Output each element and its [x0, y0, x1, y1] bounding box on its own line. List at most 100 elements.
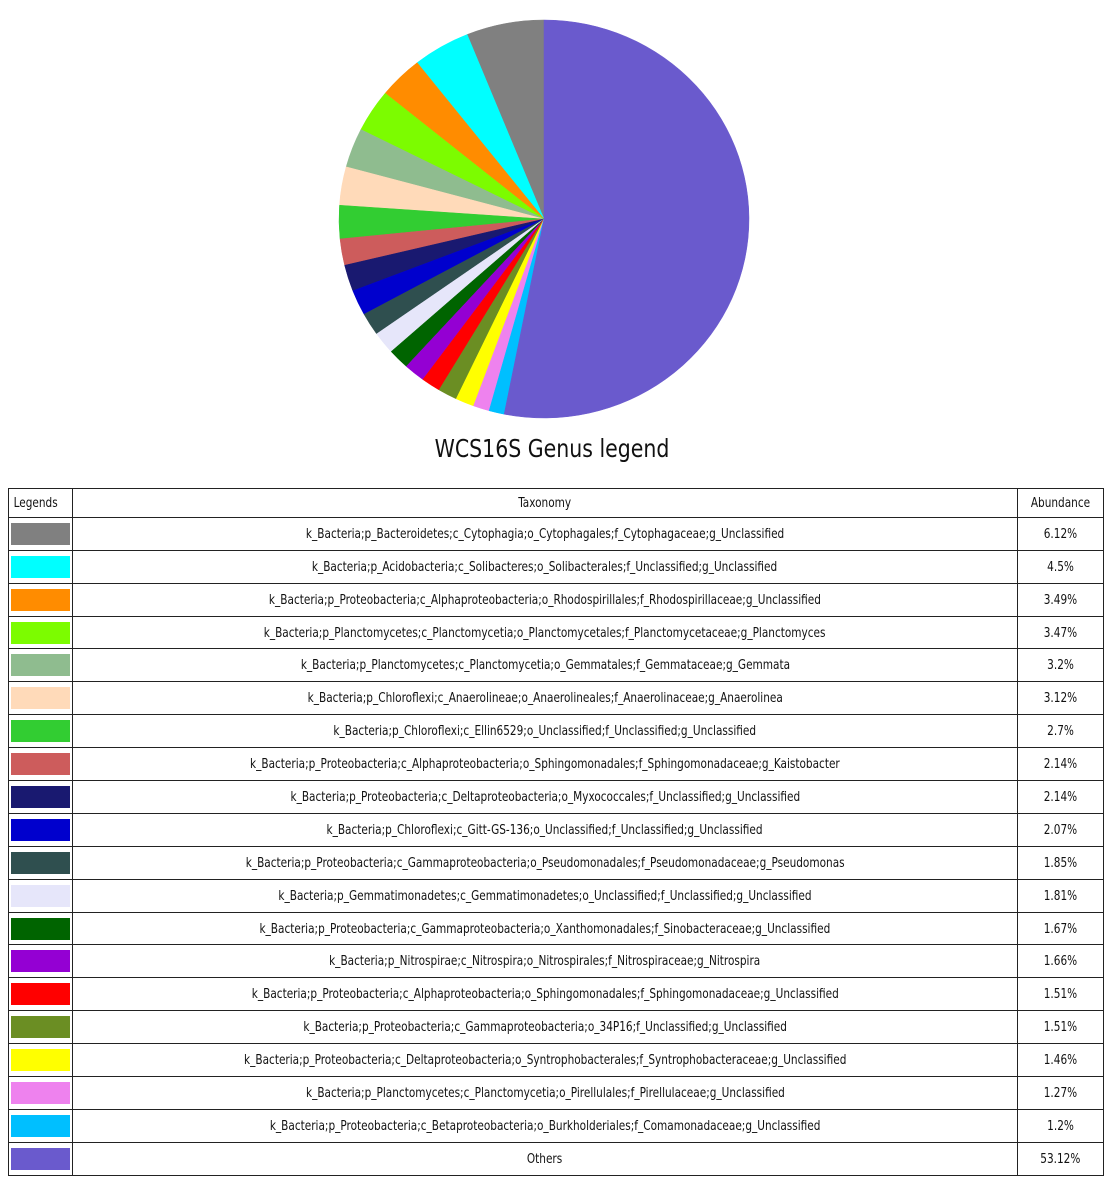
legend-swatch — [11, 1016, 70, 1039]
legend-row: k_Bacteria;p_Planctomycetes;c_Planctomyc… — [8, 648, 1104, 683]
legend-swatch-cell — [8, 549, 73, 584]
legend-swatch-cell — [8, 812, 73, 847]
legend-swatch — [11, 950, 70, 973]
legend-swatch — [11, 1114, 70, 1137]
legend-taxonomy: k_Bacteria;p_Acidobacteria;c_Solibactere… — [72, 549, 1018, 584]
legend-swatch-cell — [8, 944, 73, 979]
legend-swatch — [11, 753, 70, 776]
legend-abundance: 53.12% — [1017, 1141, 1104, 1176]
legend-swatch-cell — [8, 681, 73, 716]
legend-row: k_Bacteria;p_Gemmatimonadetes;c_Gemmatim… — [8, 878, 1104, 913]
legend-abundance: 1.27% — [1017, 1076, 1104, 1110]
legend-body: k_Bacteria;p_Bacteroidetes;c_Cytophagia;… — [8, 516, 1104, 1176]
legend-row: k_Bacteria;p_Proteobacteria;c_Gammaprote… — [8, 845, 1104, 880]
legend-abundance: 2.14% — [1017, 780, 1104, 814]
legend-taxonomy: k_Bacteria;p_Chloroflexi;c_Gitt-GS-136;o… — [72, 812, 1018, 847]
legend-swatch — [11, 588, 70, 611]
legend-taxonomy: k_Bacteria;p_Planctomycetes;c_Planctomyc… — [72, 615, 1018, 650]
legend-abundance: 3.49% — [1017, 582, 1104, 617]
legend-row: k_Bacteria;p_Acidobacteria;c_Solibactere… — [8, 549, 1104, 584]
legend-abundance: 3.2% — [1017, 648, 1104, 683]
legend-taxonomy: k_Bacteria;p_Proteobacteria;c_Gammaprote… — [72, 845, 1018, 880]
legend-swatch-cell — [8, 648, 73, 683]
legend-swatch-cell — [8, 1076, 73, 1110]
legend-swatch — [11, 654, 70, 677]
legend-swatch-cell — [8, 780, 73, 814]
legend-header-taxonomy: Taxonomy — [72, 488, 1018, 518]
legend-abundance: 2.14% — [1017, 747, 1104, 782]
legend-row: k_Bacteria;p_Chloroflexi;c_Ellin6529;o_U… — [8, 714, 1104, 749]
legend-taxonomy: k_Bacteria;p_Proteobacteria;c_Betaproteo… — [72, 1108, 1018, 1143]
legend-swatch-cell — [8, 911, 73, 946]
legend-swatch-cell — [8, 977, 73, 1012]
legend-taxonomy: k_Bacteria;p_Planctomycetes;c_Planctomyc… — [72, 648, 1018, 683]
legend-swatch — [11, 785, 70, 808]
legend-swatch-cell — [8, 1108, 73, 1143]
legend-row: k_Bacteria;p_Proteobacteria;c_Gammaprote… — [8, 911, 1104, 946]
legend-taxonomy: k_Bacteria;p_Planctomycetes;c_Planctomyc… — [72, 1076, 1018, 1110]
legend-swatch-cell — [8, 714, 73, 749]
legend-abundance: 6.12% — [1017, 516, 1104, 551]
legend-swatch — [11, 884, 70, 907]
legend-swatch-cell — [8, 582, 73, 617]
legend-swatch-cell — [8, 1043, 73, 1078]
legend-row: k_Bacteria;p_Proteobacteria;c_Betaproteo… — [8, 1108, 1104, 1143]
legend-taxonomy: k_Bacteria;p_Bacteroidetes;c_Cytophagia;… — [72, 516, 1018, 551]
legend-abundance: 3.47% — [1017, 615, 1104, 650]
pie-chart — [338, 19, 750, 419]
legend-abundance: 3.12% — [1017, 681, 1104, 716]
legend-row: k_Bacteria;p_Proteobacteria;c_Gammaprote… — [8, 1010, 1104, 1045]
legend-row: k_Bacteria;p_Planctomycetes;c_Planctomyc… — [8, 615, 1104, 650]
legend-swatch — [11, 851, 70, 874]
legend-swatch — [11, 1049, 70, 1072]
pie-slice — [503, 19, 750, 419]
legend-swatch-cell — [8, 747, 73, 782]
legend-taxonomy: k_Bacteria;p_Proteobacteria;c_Deltaprote… — [72, 780, 1018, 814]
legend-abundance: 1.2% — [1017, 1108, 1104, 1143]
legend-swatch-cell — [8, 1141, 73, 1176]
legend-swatch — [11, 522, 70, 545]
legend-row: k_Bacteria;p_Proteobacteria;c_Alphaprote… — [8, 582, 1104, 617]
legend-row: k_Bacteria;p_Chloroflexi;c_Gitt-GS-136;o… — [8, 812, 1104, 847]
legend-taxonomy: k_Bacteria;p_Proteobacteria;c_Alphaprote… — [72, 977, 1018, 1012]
legend-row: k_Bacteria;p_Proteobacteria;c_Deltaprote… — [8, 780, 1104, 814]
legend-swatch — [11, 621, 70, 644]
legend-taxonomy: k_Bacteria;p_Chloroflexi;c_Anaerolineae;… — [72, 681, 1018, 716]
legend-taxonomy: Others — [72, 1141, 1018, 1176]
legend-taxonomy: k_Bacteria;p_Proteobacteria;c_Gammaprote… — [72, 1010, 1018, 1045]
legend-swatch — [11, 983, 70, 1006]
legend-taxonomy: k_Bacteria;p_Chloroflexi;c_Ellin6529;o_U… — [72, 714, 1018, 749]
legend-table: Legends Taxonomy Abundance k_Bacteria;p_… — [8, 488, 1104, 1176]
legend-taxonomy: k_Bacteria;p_Proteobacteria;c_Gammaprote… — [72, 911, 1018, 946]
legend-swatch — [11, 917, 70, 940]
chart-title: WCS16S Genus legend — [434, 434, 670, 463]
legend-abundance: 2.07% — [1017, 812, 1104, 847]
legend-swatch-cell — [8, 615, 73, 650]
legend-swatch — [11, 687, 70, 710]
legend-swatch-cell — [8, 1010, 73, 1045]
legend-swatch — [11, 1081, 70, 1104]
legend-row: k_Bacteria;p_Planctomycetes;c_Planctomyc… — [8, 1076, 1104, 1110]
legend-taxonomy: k_Bacteria;p_Nitrospirae;c_Nitrospira;o_… — [72, 944, 1018, 979]
legend-taxonomy: k_Bacteria;p_Gemmatimonadetes;c_Gemmatim… — [72, 878, 1018, 913]
legend-taxonomy: k_Bacteria;p_Proteobacteria;c_Deltaprote… — [72, 1043, 1018, 1078]
legend-taxonomy: k_Bacteria;p_Proteobacteria;c_Alphaprote… — [72, 582, 1018, 617]
legend-row: Others 53.12% — [8, 1141, 1104, 1176]
legend-swatch-cell — [8, 845, 73, 880]
legend-row: k_Bacteria;p_Proteobacteria;c_Deltaprote… — [8, 1043, 1104, 1078]
pie-chart-area — [0, 0, 1104, 430]
legend-abundance: 2.7% — [1017, 714, 1104, 749]
legend-header-row: Legends Taxonomy Abundance — [8, 488, 1104, 518]
legend-swatch-cell — [8, 878, 73, 913]
legend-row: k_Bacteria;p_Chloroflexi;c_Anaerolineae;… — [8, 681, 1104, 716]
legend-swatch — [11, 555, 70, 578]
legend-swatch — [11, 1147, 70, 1170]
legend-abundance: 1.85% — [1017, 845, 1104, 880]
legend-row: k_Bacteria;p_Proteobacteria;c_Alphaprote… — [8, 747, 1104, 782]
legend-header-legends: Legends — [8, 488, 73, 518]
legend-row: k_Bacteria;p_Nitrospirae;c_Nitrospira;o_… — [8, 944, 1104, 979]
legend-swatch — [11, 720, 70, 743]
legend-row: k_Bacteria;p_Bacteroidetes;c_Cytophagia;… — [8, 516, 1104, 551]
legend-abundance: 1.66% — [1017, 944, 1104, 979]
legend-abundance: 4.5% — [1017, 549, 1104, 584]
